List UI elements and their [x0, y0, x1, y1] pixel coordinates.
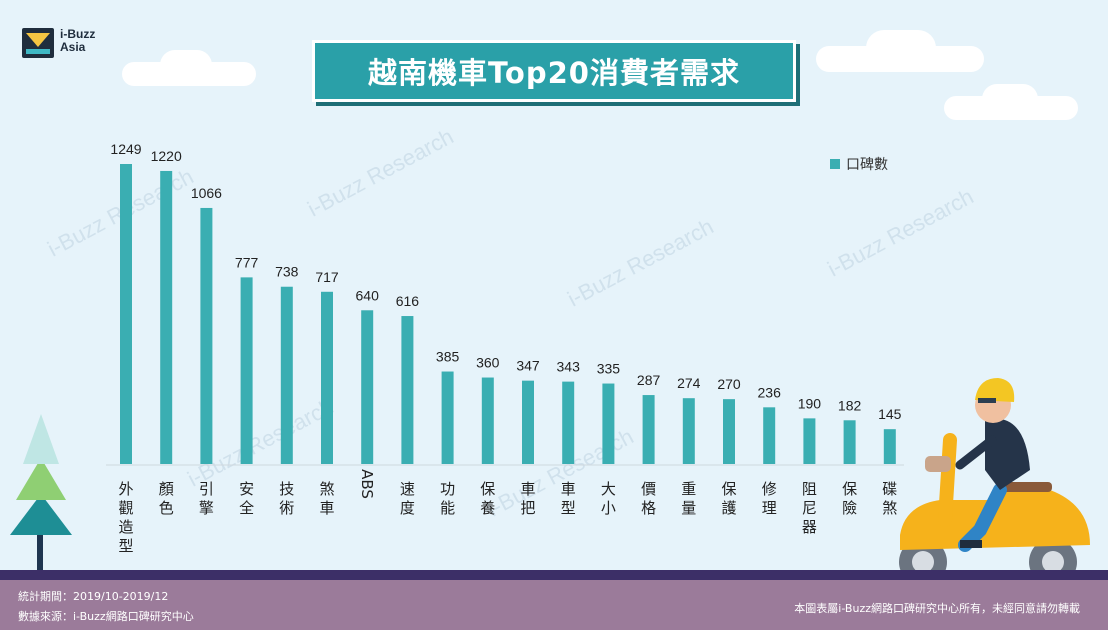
ibuzz-logo-icon: [22, 28, 54, 58]
bar: [803, 418, 816, 464]
bar: [602, 383, 615, 464]
bar: [481, 377, 494, 464]
cloud-decoration: [160, 50, 212, 80]
bar: [401, 316, 414, 464]
category-label: 車型: [561, 480, 576, 517]
bar-value-label: 270: [717, 376, 741, 392]
cloud-decoration: [866, 30, 936, 66]
legend-swatch: [830, 159, 840, 169]
legend-label: 口碑數: [846, 157, 888, 173]
bar-value-label: 616: [396, 293, 420, 309]
footer-strip: [0, 570, 1108, 580]
bar: [522, 380, 534, 464]
chart-legend: 口碑數: [830, 154, 888, 174]
category-label: 引擎: [199, 480, 214, 517]
bar: [682, 398, 695, 464]
bar-value-label: 335: [597, 361, 621, 377]
footer: 統計期間：2019/10-2019/12 數據來源：i-Buzz網路口碑研究中心…: [0, 580, 1108, 630]
bar-value-label: 1220: [151, 148, 182, 164]
bar: [240, 277, 253, 464]
data-source: 數據來源：i-Buzz網路口碑研究中心: [18, 610, 194, 623]
bar-value-label: 360: [476, 355, 500, 371]
category-label: 保險: [842, 480, 857, 517]
logo-line-2: Asia: [60, 40, 86, 54]
category-label: 外觀造型: [118, 480, 133, 555]
category-label: 速度: [400, 480, 415, 517]
brand-logo: i-Buzz Asia: [22, 28, 95, 58]
bar: [160, 170, 173, 464]
bar-value-label: 287: [637, 372, 661, 388]
chart-title: 越南機車Top20消費者需求: [368, 56, 740, 90]
bar: [361, 310, 374, 464]
bar-value-label: 1066: [191, 185, 222, 201]
logo-line-1: i-Buzz: [60, 27, 96, 41]
chart-title-box: 越南機車Top20消費者需求: [312, 40, 796, 102]
bar-value-label: 777: [235, 254, 259, 270]
bar-value-label: 182: [838, 397, 862, 413]
bar: [723, 399, 735, 464]
bar: [883, 429, 896, 464]
category-label: 保護: [721, 480, 736, 517]
category-label: ABS: [358, 469, 376, 499]
bar-value-label: 738: [275, 264, 299, 280]
category-label: 阻尼器: [802, 480, 817, 536]
bar: [763, 407, 776, 464]
category-label: 安全: [239, 480, 254, 517]
bar-value-label: 1249: [110, 141, 141, 157]
category-label: 大小: [601, 480, 616, 517]
bar-value-label: 274: [677, 375, 701, 391]
bar: [562, 381, 575, 464]
bar-value-label: 385: [436, 349, 460, 365]
category-label: 顏色: [159, 480, 174, 517]
category-label: 車把: [520, 480, 535, 517]
category-label: 功能: [440, 480, 455, 517]
category-label: 保養: [480, 480, 495, 517]
bar-value-label: 343: [557, 359, 581, 375]
bar-value-label: 145: [878, 406, 902, 422]
scooter-rider-illustration: [899, 378, 1090, 586]
category-label: 修理: [762, 480, 777, 517]
bar: [441, 371, 454, 464]
copyright-note: 本圖表屬i-Buzz網路口碑研究中心所有，未經同意請勿轉載: [794, 602, 1080, 615]
bar: [321, 291, 333, 464]
bar-value-label: 717: [315, 269, 339, 285]
bar: [120, 164, 132, 464]
bar: [642, 395, 655, 464]
bar: [280, 286, 293, 464]
bar-value-label: 640: [356, 287, 380, 303]
tree-decoration: [10, 414, 72, 572]
bar-value-label: 236: [758, 384, 782, 400]
category-label: 技術: [279, 480, 294, 517]
category-label: 煞車: [319, 480, 334, 517]
category-label: 重量: [681, 480, 696, 517]
category-label: 碟煞: [882, 480, 897, 517]
bar-value-label: 347: [516, 358, 540, 374]
bar: [843, 420, 856, 464]
category-label: 價格: [641, 480, 656, 517]
bar-value-label: 190: [798, 395, 822, 411]
bar: [200, 207, 213, 464]
stat-period: 統計期間：2019/10-2019/12: [18, 590, 169, 603]
cloud-decoration: [982, 84, 1038, 114]
